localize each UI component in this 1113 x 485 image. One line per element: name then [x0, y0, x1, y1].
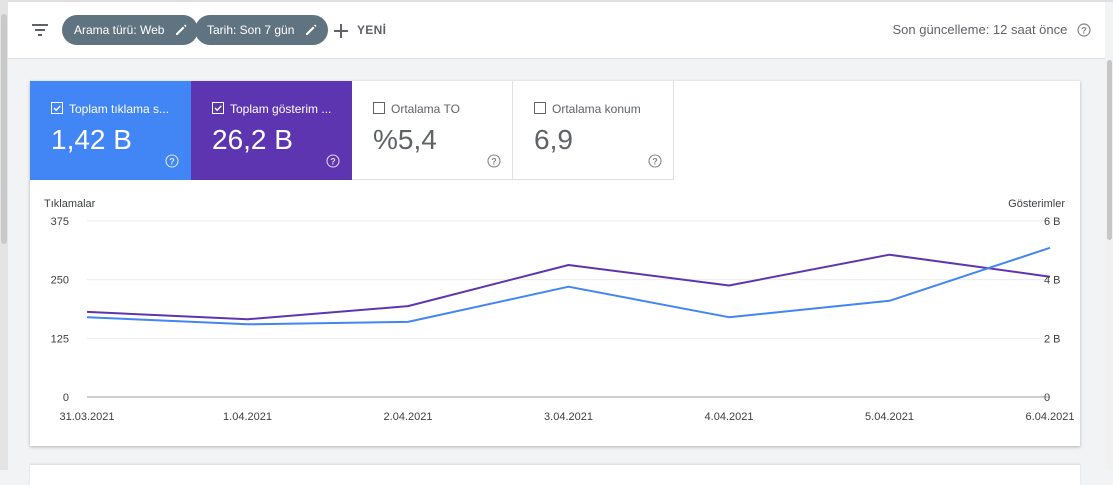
x-tick-label: 3.04.2021: [544, 411, 593, 423]
left-scrollbar[interactable]: [0, 0, 8, 470]
svg-text:?: ?: [1081, 26, 1087, 36]
page-scrollbar[interactable]: [1105, 60, 1113, 470]
y-right-tick-label: 0: [1044, 392, 1050, 404]
checkbox-unchecked-icon[interactable]: [373, 102, 385, 114]
x-tick-label: 5.04.2021: [865, 411, 914, 423]
edit-pencil-icon[interactable]: [174, 23, 188, 37]
help-icon[interactable]: ?: [165, 154, 179, 168]
performance-card: Toplam tıklama s... 1,42 B ? Toplam göst…: [30, 81, 1080, 446]
checkbox-checked-icon[interactable]: [212, 102, 224, 114]
impressions-series-line: [86, 253, 1051, 321]
edit-pencil-icon[interactable]: [304, 23, 318, 37]
checkbox-unchecked-icon[interactable]: [534, 102, 546, 114]
last-update-text: Son güncelleme: 12 saat önce: [892, 22, 1068, 37]
metric-value: 26,2 B: [212, 124, 293, 155]
y-right-tick-label: 4 B: [1044, 275, 1061, 287]
search-type-chip[interactable]: Arama türü: Web: [62, 15, 199, 45]
y-right-tick-label: 2 B: [1044, 333, 1061, 345]
y-left-axis-title: Tıklamalar: [44, 198, 96, 210]
metric-total-impressions[interactable]: Toplam gösterim ... 26,2 B ?: [191, 81, 352, 180]
metric-label: Toplam tıklama s...: [69, 102, 170, 116]
y-left-tick-label: 375: [51, 216, 69, 228]
metric-label: Toplam gösterim ...: [230, 102, 332, 116]
search-type-chip-label: Arama türü: Web: [74, 23, 165, 37]
metric-value: 6,9: [534, 124, 573, 155]
last-update: Son güncelleme: 12 saat önce ?: [892, 22, 1091, 37]
metric-average-position[interactable]: Ortalama konum 6,9 ?: [513, 81, 674, 180]
date-chip[interactable]: Tarih: Son 7 gün: [195, 15, 329, 45]
svg-text:?: ?: [169, 157, 175, 167]
x-tick-label: 31.03.2021: [59, 411, 114, 423]
x-tick-label: 6.04.2021: [1026, 411, 1075, 423]
plus-icon: [334, 23, 348, 38]
help-icon[interactable]: ?: [1077, 23, 1091, 37]
y-right-tick-label: 6 B: [1044, 216, 1061, 228]
metric-label: Ortalama TO: [391, 102, 460, 116]
svg-text:?: ?: [330, 157, 336, 167]
metric-average-ctr[interactable]: Ortalama TO %5,4 ?: [352, 81, 513, 180]
next-card: [30, 465, 1080, 485]
performance-chart: 0 0 125 2 B 250 4 B 375 6 B Tıklamalar Gösterimle…: [44, 198, 1075, 423]
page-scrollbar-thumb[interactable]: [1107, 60, 1112, 240]
y-left-tick-label: 0: [63, 392, 69, 404]
new-filter-label: YENİ: [357, 23, 387, 37]
help-icon[interactable]: ?: [326, 154, 340, 168]
new-filter-button[interactable]: YENİ: [333, 16, 386, 44]
filter-icon[interactable]: [30, 20, 50, 40]
x-tick-label: 2.04.2021: [384, 411, 433, 423]
y-right-axis-title: Gösterimler: [1008, 198, 1065, 210]
clicks-series-line: [86, 246, 1051, 326]
svg-text:?: ?: [652, 157, 658, 167]
help-icon[interactable]: ?: [648, 154, 662, 168]
checkbox-checked-icon[interactable]: [51, 102, 63, 114]
x-tick-label: 1.04.2021: [223, 411, 272, 423]
y-left-tick-label: 250: [51, 275, 69, 287]
top-border: [0, 0, 1113, 2]
metric-value: %5,4: [373, 124, 437, 155]
metric-total-clicks[interactable]: Toplam tıklama s... 1,42 B ?: [30, 81, 191, 180]
metric-label: Ortalama konum: [552, 102, 641, 116]
metric-value: 1,42 B: [51, 124, 132, 155]
filter-toolbar: Arama türü: Web Tarih: Son 7 gün YENİ So…: [8, 2, 1105, 59]
date-chip-label: Tarih: Son 7 gün: [207, 23, 295, 37]
svg-text:?: ?: [491, 157, 497, 167]
x-tick-label: 4.04.2021: [705, 411, 754, 423]
y-left-tick-label: 125: [51, 333, 69, 345]
left-scrollbar-thumb[interactable]: [1, 14, 7, 244]
help-icon[interactable]: ?: [487, 154, 501, 168]
